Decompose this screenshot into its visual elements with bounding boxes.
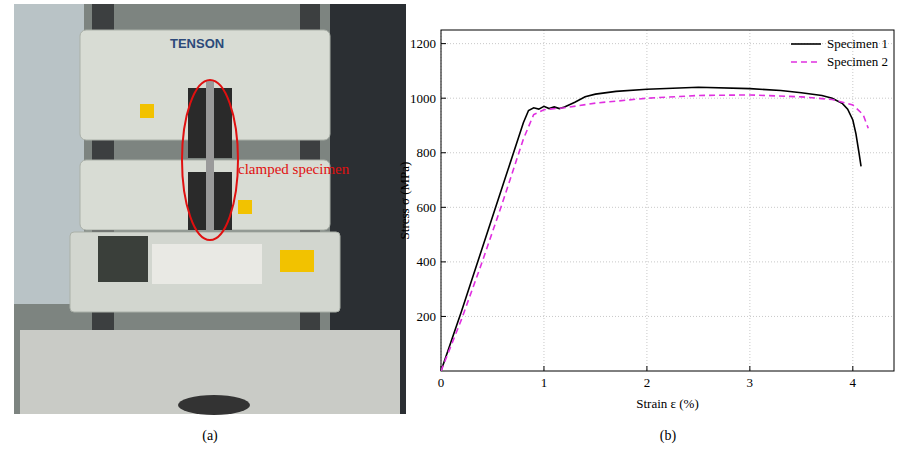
legend-label: Specimen 1 — [827, 36, 888, 51]
tick-label: 600 — [417, 200, 437, 215]
grid-line — [441, 316, 894, 317]
tick-mark — [852, 366, 853, 371]
base-crosshead — [70, 232, 340, 312]
legend-swatch — [791, 61, 821, 63]
plot-area — [441, 30, 894, 371]
series-line — [441, 95, 868, 371]
tick-mark — [646, 366, 647, 371]
tick-label: 800 — [417, 145, 437, 160]
tick-mark — [441, 261, 446, 262]
photo: TENSON clamped specimen — [14, 4, 406, 415]
tick-mark — [749, 366, 750, 371]
tick-label: 1200 — [410, 36, 436, 51]
tick-label: 3 — [747, 375, 754, 390]
legend: Specimen 1 Specimen 2 — [791, 36, 888, 69]
grid-line — [441, 152, 894, 153]
y-axis-title: Stress σ (MPa) — [397, 162, 412, 240]
tick-label: 1000 — [410, 91, 436, 106]
tick-label: 1 — [541, 375, 548, 390]
series-line — [441, 87, 861, 371]
legend-label: Specimen 2 — [827, 54, 888, 69]
grid-line — [441, 207, 894, 208]
control-panel — [98, 236, 148, 282]
bench — [20, 330, 400, 414]
grid-line — [441, 98, 894, 99]
chart: 0 1 2 3 4 200 400 600 800 1000 1200 Strain ε (%) Str… — [397, 30, 894, 411]
panel-label: (a) — [202, 428, 218, 444]
tick-label: 2 — [644, 375, 651, 390]
annotation-text: clamped specimen — [238, 161, 350, 177]
grid-line — [441, 261, 894, 262]
warning-label — [140, 104, 154, 118]
x-axis-title: Strain ε (%) — [636, 396, 699, 411]
warning-label — [280, 250, 314, 272]
grid-line — [749, 30, 750, 371]
legend-swatch — [791, 43, 821, 45]
tick-label: 0 — [438, 375, 445, 390]
panel-label: (b) — [660, 428, 677, 444]
grid-line — [646, 30, 647, 371]
figure: TENSON clamped specimen (a) (b) 0 1 2 3 4 200 400 6… — [0, 0, 902, 450]
series-group — [441, 87, 868, 371]
tick-mark — [441, 152, 446, 153]
warning-label — [238, 200, 252, 214]
tick-mark — [441, 207, 446, 208]
photo-background — [14, 4, 406, 414]
tick-mark — [441, 43, 446, 44]
tick-label: 4 — [850, 375, 857, 390]
tick-mark — [543, 366, 544, 371]
specimen — [206, 80, 214, 230]
plot-frame — [441, 30, 894, 371]
annotation-ellipse — [182, 80, 238, 240]
brand-text: TENSON — [170, 36, 224, 51]
tick-label: 400 — [417, 254, 437, 269]
load-cell — [178, 395, 250, 415]
info-plate — [152, 244, 262, 284]
grid-line — [852, 30, 853, 371]
tick-mark — [441, 316, 446, 317]
tick-mark — [441, 98, 446, 99]
tick-label: 200 — [417, 309, 437, 324]
grid-line — [543, 30, 544, 371]
